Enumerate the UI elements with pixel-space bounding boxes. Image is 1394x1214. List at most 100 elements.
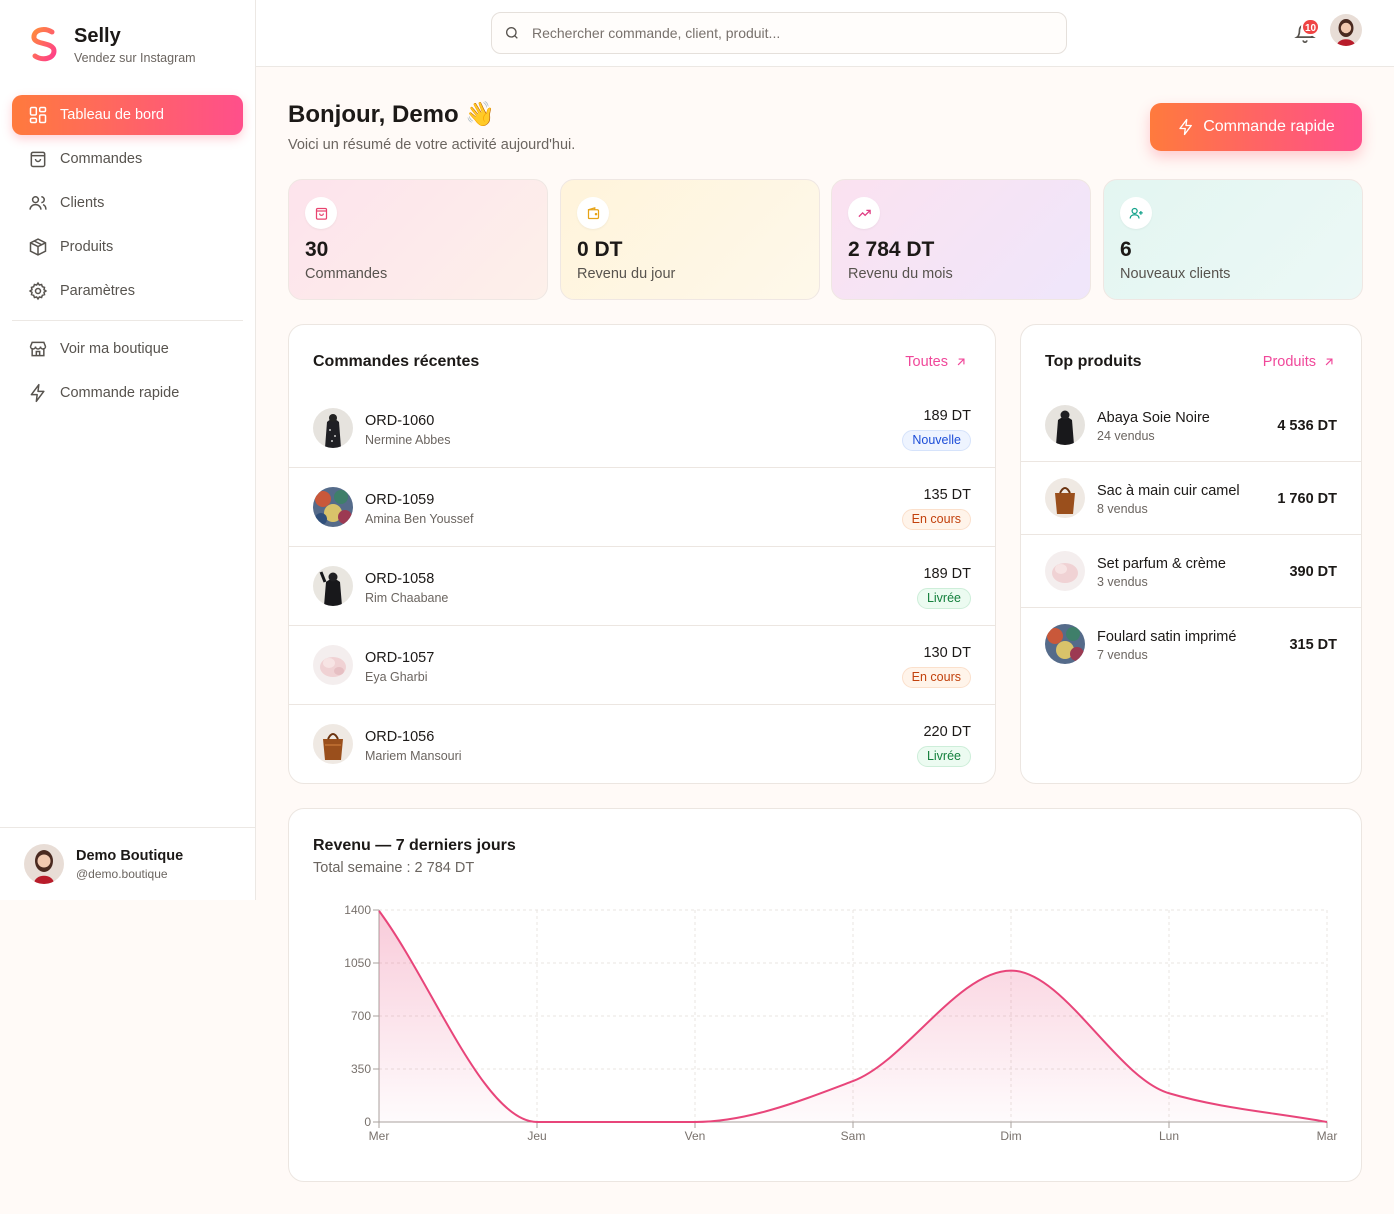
x-tick-label: Sam xyxy=(841,1129,866,1143)
stat-card-monthly-revenue: 2 784 DT Revenu du mois xyxy=(831,179,1091,300)
page-title: Bonjour, Demo 👋 xyxy=(288,101,496,128)
stat-label: Revenu du mois xyxy=(848,266,953,282)
quick-order-button[interactable]: Commande rapide xyxy=(1150,103,1362,151)
product-sold: 8 vendus xyxy=(1097,502,1148,516)
product-revenue: 315 DT xyxy=(1289,637,1337,653)
revenue-line xyxy=(378,910,1328,1123)
product-name: Abaya Soie Noire xyxy=(1097,410,1210,426)
main-nav: Tableau de bord Commandes Clients Produi… xyxy=(12,95,243,417)
order-customer: Amina Ben Youssef xyxy=(365,512,474,526)
order-amount: 189 DT xyxy=(923,566,971,582)
stat-card-daily-revenue: 0 DT Revenu du jour xyxy=(560,179,820,300)
sidebar-item-view-store[interactable]: Voir ma boutique xyxy=(12,329,243,369)
product-name: Set parfum & crème xyxy=(1097,556,1226,572)
notification-badge: 10 xyxy=(1301,18,1321,36)
product-revenue: 1 760 DT xyxy=(1277,491,1337,507)
y-tick-label: 1400 xyxy=(344,903,371,917)
order-row[interactable]: ORD-1060 Nermine Abbes 189 DT Nouvelle xyxy=(289,389,995,468)
stat-value: 6 xyxy=(1120,238,1132,261)
card-title: Top produits xyxy=(1045,353,1142,370)
search-box[interactable] xyxy=(491,12,1067,54)
order-customer: Mariem Mansouri xyxy=(365,749,462,763)
sidebar-item-products[interactable]: Produits xyxy=(12,227,243,267)
sidebar-item-label: Commande rapide xyxy=(60,385,180,401)
stat-value: 30 xyxy=(305,238,329,261)
selly-logo-icon xyxy=(31,27,57,62)
sidebar-item-dashboard[interactable]: Tableau de bord xyxy=(12,95,243,135)
quick-order-label: Commande rapide xyxy=(1203,118,1335,135)
users-icon xyxy=(29,196,47,210)
product-revenue: 4 536 DT xyxy=(1277,418,1337,434)
gear-icon xyxy=(28,281,48,301)
product-thumbnail xyxy=(313,645,353,685)
product-thumbnail xyxy=(1045,478,1085,518)
sidebar-item-quick-order[interactable]: Commande rapide xyxy=(12,373,243,413)
y-tick-label: 700 xyxy=(351,1009,371,1023)
status-badge: En cours xyxy=(901,509,971,530)
view-all-orders-link[interactable]: Toutes xyxy=(905,354,968,370)
brand[interactable]: Selly Vendez sur Instagram xyxy=(28,24,196,65)
order-row[interactable]: ORD-1059 Amina Ben Youssef 135 DT En cou… xyxy=(289,468,995,547)
search-input[interactable] xyxy=(532,25,1052,41)
order-id: ORD-1058 xyxy=(365,571,435,587)
status-badge: Livrée xyxy=(916,588,971,609)
order-customer: Eya Gharbi xyxy=(365,670,428,684)
avatar xyxy=(24,844,64,884)
sidebar-item-label: Produits xyxy=(60,239,114,255)
revenue-total: Total semaine : 2 784 DT xyxy=(313,860,475,876)
brand-tagline: Vendez sur Instagram xyxy=(74,51,196,65)
x-tick-label: Ven xyxy=(685,1129,706,1143)
order-id: ORD-1059 xyxy=(365,492,435,508)
view-products-link[interactable]: Produits xyxy=(1263,354,1336,370)
product-sold: 7 vendus xyxy=(1097,648,1148,662)
revenue-chart: 0 350 700 1050 1400 Mer Jeu Ven Sam Dim Lun Mar xyxy=(344,903,1337,1143)
wallet-icon xyxy=(577,197,609,229)
sidebar-item-settings[interactable]: Paramètres xyxy=(12,271,243,311)
product-row[interactable]: Foulard satin imprimé 7 vendus 315 DT xyxy=(1021,608,1361,681)
package-icon xyxy=(29,238,47,256)
status-badge: En cours xyxy=(901,667,971,688)
top-products-card: Top produits Produits Abaya Soie Noire 2… xyxy=(1020,324,1362,784)
product-row[interactable]: Set parfum & crème 3 vendus 390 DT xyxy=(1021,535,1361,608)
order-customer: Rim Chaabane xyxy=(365,591,449,605)
order-row[interactable]: ORD-1058 Rim Chaabane 189 DT Livrée xyxy=(289,547,995,626)
order-row[interactable]: ORD-1057 Eya Gharbi 130 DT En cours xyxy=(289,626,995,705)
product-thumbnail xyxy=(313,408,353,448)
product-row[interactable]: Abaya Soie Noire 24 vendus 4 536 DT xyxy=(1021,389,1361,462)
shopping-bag-icon xyxy=(305,197,337,229)
sidebar: Selly Vendez sur Instagram Tableau de bo… xyxy=(0,0,256,900)
sidebar-item-clients[interactable]: Clients xyxy=(12,183,243,223)
shopping-bag-icon xyxy=(30,151,46,168)
stat-card-new-clients: 6 Nouveaux clients xyxy=(1103,179,1363,300)
sidebar-item-label: Voir ma boutique xyxy=(60,341,169,357)
y-tick-label: 350 xyxy=(351,1062,371,1076)
arrow-up-right-icon xyxy=(1325,358,1333,366)
x-tick-label: Jeu xyxy=(527,1129,546,1143)
product-name: Sac à main cuir camel xyxy=(1097,483,1240,499)
product-thumbnail xyxy=(1045,551,1085,591)
order-row[interactable]: ORD-1056 Mariem Mansouri 220 DT Livrée xyxy=(289,705,995,783)
recent-orders-card: Commandes récentes Toutes ORD-1060 Nermi… xyxy=(288,324,996,784)
sidebar-item-label: Clients xyxy=(60,195,105,211)
product-sold: 3 vendus xyxy=(1097,575,1148,589)
order-amount: 130 DT xyxy=(923,645,971,661)
product-thumbnail xyxy=(1045,624,1085,664)
order-id: ORD-1057 xyxy=(365,650,435,666)
product-row[interactable]: Sac à main cuir camel 8 vendus 1 760 DT xyxy=(1021,462,1361,535)
product-thumbnail xyxy=(1045,405,1085,445)
user-avatar[interactable] xyxy=(1330,14,1362,46)
x-tick-label: Dim xyxy=(1000,1129,1021,1143)
sidebar-item-orders[interactable]: Commandes xyxy=(12,139,243,179)
store-icon xyxy=(29,341,47,357)
revenue-chart-card: Revenu — 7 derniers jours Total semaine … xyxy=(288,808,1362,1182)
profile-card[interactable]: Demo Boutique @demo.boutique xyxy=(0,827,255,900)
y-tick-label: 0 xyxy=(364,1115,371,1129)
link-label: Produits xyxy=(1262,354,1316,370)
revenue-area xyxy=(379,910,1327,1122)
page-subtitle: Voici un résumé de votre activité aujour… xyxy=(288,137,576,153)
dashboard-icon xyxy=(29,106,47,124)
card-title: Revenu — 7 derniers jours xyxy=(313,837,516,854)
sidebar-item-label: Tableau de bord xyxy=(60,107,164,123)
status-badge: Livrée xyxy=(916,746,971,767)
product-revenue: 390 DT xyxy=(1289,564,1337,580)
